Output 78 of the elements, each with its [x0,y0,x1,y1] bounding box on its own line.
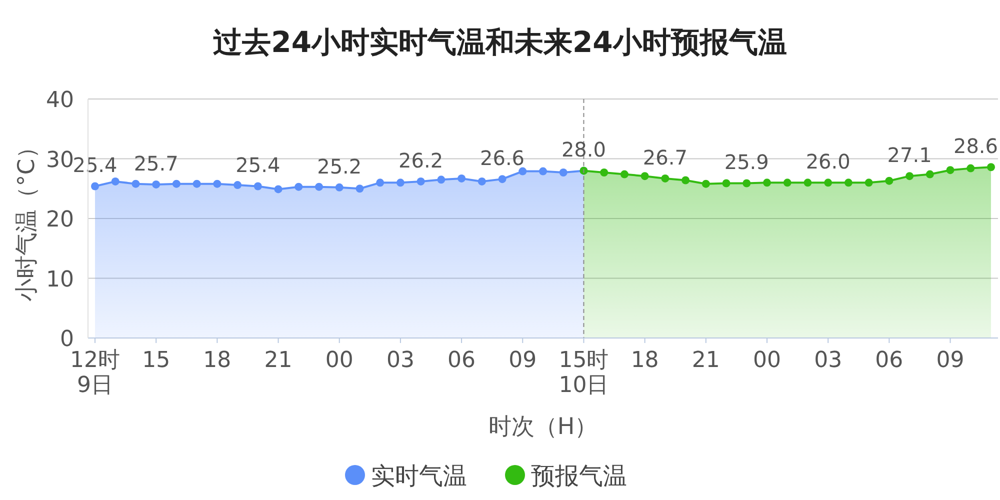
y-tick-label: 20 [46,208,74,232]
point [906,172,914,180]
legend-label: 预报气温 [531,462,627,490]
point [661,174,670,182]
x-tick-label: 00 [753,348,781,373]
y-tick-label: 10 [46,267,74,292]
x-tick-label: 18 [203,348,232,373]
x-tick-label: 21 [264,348,292,373]
point [356,184,364,193]
y-tick-label: 40 [46,88,74,113]
point [132,180,140,188]
point [783,178,792,187]
point [539,167,547,176]
point [376,178,384,187]
point [966,164,975,172]
x-tick-label: 06 [448,348,476,373]
data-label: 26.0 [806,150,850,174]
point [864,178,873,187]
point [315,182,323,191]
point [152,180,160,188]
point [722,179,730,188]
data-label: 26.6 [480,146,525,170]
point [111,177,120,186]
x-tick-label: 15时 10日 [558,348,609,398]
point [213,180,222,188]
y-tick-label: 30 [46,148,74,173]
point [254,182,262,190]
x-tick-label: 09 [936,348,964,373]
point [416,177,425,186]
point [274,185,282,194]
point [518,167,527,176]
data-label: 28.0 [561,138,606,162]
point [498,175,506,184]
point [172,180,180,188]
point [458,174,466,182]
point [763,178,771,187]
point [234,181,242,190]
point [437,176,446,184]
data-label: 25.4 [236,153,280,178]
point [620,170,628,178]
point [844,178,852,187]
point [926,170,934,178]
data-label: 25.2 [317,154,362,178]
x-tick-label: 09 [508,348,537,373]
point [702,180,710,188]
point [824,178,832,187]
x-axis-title: 时次（H） [488,414,598,440]
x-tick-label: 18 [630,348,659,373]
point [885,176,894,185]
point [335,183,344,192]
data-label: 25.9 [724,150,769,174]
point [192,180,201,188]
point [559,168,568,176]
point [946,166,954,174]
point [682,176,690,184]
point [640,172,649,180]
x-tick-label: 03 [814,348,842,373]
point [742,179,751,188]
x-tick-label: 03 [386,348,414,373]
point [804,178,812,187]
point [987,163,995,172]
data-label: 26.2 [398,148,444,172]
x-tick-label: 06 [875,348,904,373]
y-axis-title: 小时气温（°C） [14,136,40,302]
legend-label: 实时气温 [371,462,467,490]
data-label: 25.7 [134,151,178,176]
x-tick-label: 00 [325,348,354,373]
point [600,168,608,176]
x-tick-label: 21 [692,348,720,373]
point [478,177,486,186]
data-label: 27.1 [887,143,932,168]
chart-title: 过去24小时实时气温和未来24小时预报气温 [213,25,787,59]
data-label: 26.7 [642,145,688,170]
x-tick-label: 15 [142,348,170,373]
point [396,178,404,187]
point [294,182,303,191]
point [91,182,99,190]
data-label: 28.6 [953,134,998,158]
